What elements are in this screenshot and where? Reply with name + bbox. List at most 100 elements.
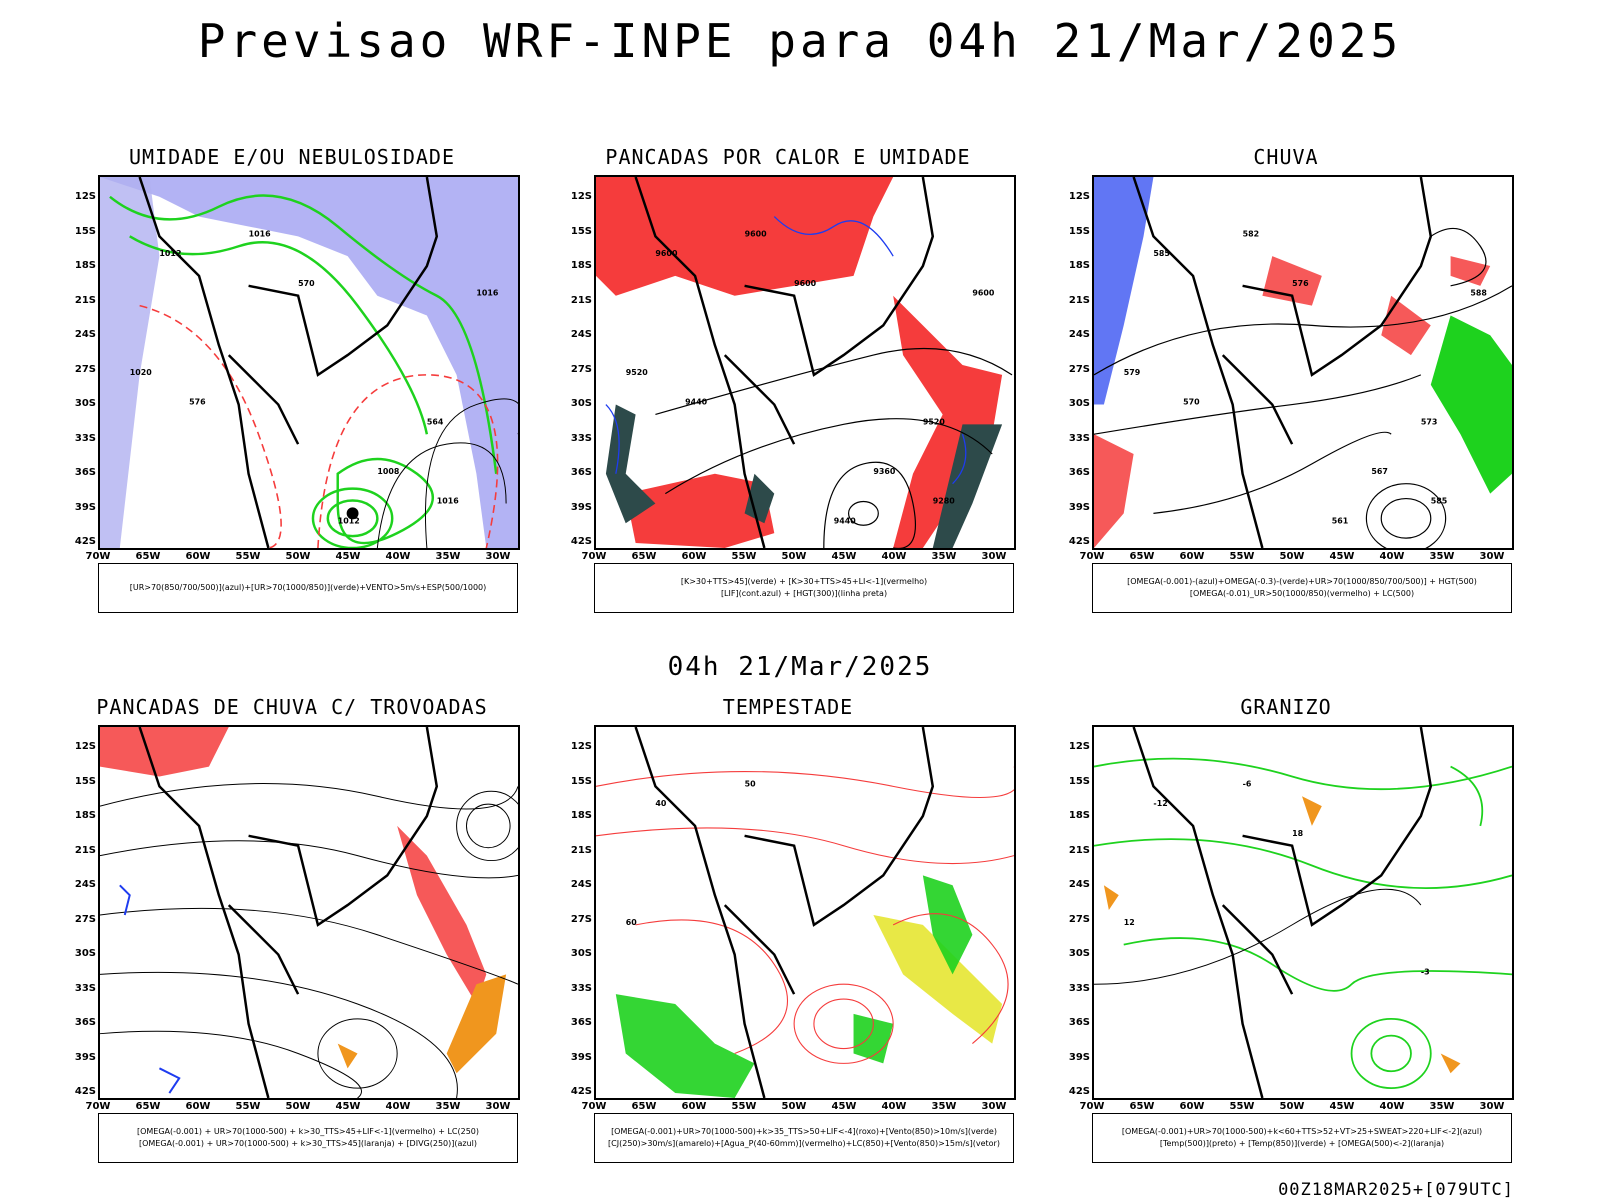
- contour-label: -3: [1421, 967, 1430, 976]
- contour-label: 40: [655, 799, 667, 808]
- longitude-tick: 60W: [185, 551, 211, 562]
- longitude-tick: 40W: [1379, 1101, 1405, 1112]
- latitude-tick: 42S: [74, 1086, 96, 1097]
- latitude-tick: 36S: [1068, 467, 1090, 478]
- legend-line: [OMEGA(-0.001)+UR>70(1000-500)+k<60+TTS>…: [1121, 1127, 1483, 1136]
- latitude-tick: 33S: [74, 982, 96, 994]
- latitude-tick: 42S: [570, 1086, 592, 1097]
- legend-line: [K>30+TTS>45](verde) + [K>30+TTS>45+LI<-…: [680, 577, 928, 586]
- latitude-tick: 24S: [1068, 329, 1090, 340]
- hgt500-isolines: [1094, 227, 1512, 548]
- longitude-tick: 50W: [285, 551, 311, 562]
- latitude-tick: 18S: [570, 810, 592, 821]
- panel-title: TEMPESTADE: [722, 695, 854, 719]
- contour-label: 567: [1371, 467, 1388, 476]
- latitude-tick: 15S: [74, 225, 96, 237]
- panel-title: PANCADAS DE CHUVA C/ TROVOADAS: [96, 695, 488, 719]
- contour-label: 588: [1470, 289, 1487, 298]
- latitude-tick: 39S: [74, 1051, 96, 1063]
- latitude-tick: 36S: [570, 467, 592, 478]
- longitude-tick: 45W: [831, 551, 857, 562]
- latitude-tick: 42S: [1068, 536, 1090, 547]
- longitude-tick: 60W: [185, 1101, 211, 1112]
- contour-label: 1012: [338, 516, 360, 525]
- latitude-tick: 21S: [570, 844, 592, 856]
- red-speckle: [100, 727, 487, 1005]
- latitude-tick: 33S: [74, 432, 96, 444]
- latitude-tick: 39S: [570, 1051, 592, 1063]
- legend-line: [OMEGA(-0.01)_UR>50(1000/850)(vermelho) …: [1189, 589, 1415, 598]
- continent-outline: [138, 727, 439, 1098]
- temp850-green-isotherms: [1094, 757, 1512, 1089]
- red-region-north: [596, 177, 894, 296]
- contour-label: -6: [1243, 779, 1252, 788]
- green-wind-region: [615, 875, 973, 1098]
- continent-outline: [1132, 727, 1433, 1098]
- longitude-tick: 45W: [335, 551, 361, 562]
- latitude-tick: 15S: [74, 775, 96, 787]
- panel-tempestade: TEMPESTADE 40 50 60 [OMEGA(-0.001)+UR>70(1…: [558, 695, 1018, 1195]
- contour-label: 18: [1292, 829, 1304, 838]
- contour-label: 564: [427, 417, 444, 426]
- latitude-tick: 27S: [570, 363, 592, 375]
- latitude-tick: 12S: [1068, 741, 1090, 752]
- latitude-tick: 15S: [570, 225, 592, 237]
- map-pancadas-calor: 9600 9600 9520 9600 9520 9440 9360 9440 9280 9600: [594, 175, 1016, 550]
- latitude-tick: 33S: [1068, 432, 1090, 444]
- panel-title: GRANIZO: [1240, 695, 1332, 719]
- contour-label: 1016: [249, 229, 272, 238]
- latitude-tick: 21S: [74, 294, 96, 306]
- contour-label: 1016: [437, 496, 460, 505]
- blue-speckle-west: [1094, 177, 1154, 405]
- longitude-tick: 35W: [435, 551, 461, 562]
- legend-line: [OMEGA(-0.001)+UR>70(1000-500)+k>35_TTS>…: [611, 1127, 997, 1136]
- longitude-tick: 70W: [85, 1101, 111, 1112]
- latitude-tick: 24S: [74, 329, 96, 340]
- longitude-tick: 30W: [1479, 551, 1505, 562]
- longitude-tick: 30W: [485, 551, 511, 562]
- contour-label: 12: [1124, 918, 1135, 927]
- latitude-tick: 36S: [74, 1017, 96, 1028]
- longitude-tick: 70W: [581, 551, 607, 562]
- legend-line: [OMEGA(-0.001) + UR>70(1000-500) + k>30_…: [138, 1139, 478, 1148]
- longitude-tick: 50W: [285, 1101, 311, 1112]
- latitude-tick: 36S: [570, 1017, 592, 1028]
- longitude-tick: 30W: [485, 1101, 511, 1112]
- map-chuva: 585 582 579 576 573 570 567 561 585 588: [1092, 175, 1514, 550]
- longitude-tick: 40W: [1379, 551, 1405, 562]
- mid-title: 04h 21/Mar/2025: [667, 652, 933, 682]
- humidity-blue-region: [100, 177, 518, 548]
- latitude-tick: 15S: [570, 775, 592, 787]
- latitude-tick: 27S: [570, 913, 592, 925]
- black-isobars: [376, 398, 518, 548]
- latitude-tick: 21S: [1068, 294, 1090, 306]
- temp500-black-isotherms: [1094, 888, 1422, 985]
- run-info: 00Z18MAR2025+[079UTC]: [1278, 1180, 1514, 1200]
- latitude-tick: 21S: [1068, 844, 1090, 856]
- contour-label: 9600: [794, 279, 817, 288]
- latitude-tick: 18S: [74, 810, 96, 821]
- longitude-tick: 55W: [1229, 551, 1255, 562]
- latitude-tick: 18S: [1068, 810, 1090, 821]
- latitude-tick: 30S: [570, 398, 592, 409]
- panel-legend: [OMEGA(-0.001)+UR>70(1000-500)+k<60+TTS>…: [1092, 1113, 1512, 1163]
- longitude-tick: 70W: [581, 1101, 607, 1112]
- longitude-tick: 40W: [385, 551, 411, 562]
- contour-label: 570: [1183, 398, 1200, 407]
- legend-line: [Temp(500)](preto) + [Temp(850)](verde) …: [1159, 1139, 1445, 1148]
- panel-legend: [OMEGA(-0.001) + UR>70(1000-500) + k>30_…: [98, 1113, 518, 1163]
- longitude-tick: 45W: [1329, 551, 1355, 562]
- longitude-tick: 60W: [1179, 551, 1205, 562]
- longitude-tick: 60W: [1179, 1101, 1205, 1112]
- cyclone-center: [346, 507, 359, 520]
- legend-line: [OMEGA(-0.001) + UR>70(1000-500) + k>30_…: [136, 1127, 480, 1136]
- latitude-tick: 12S: [570, 741, 592, 752]
- longitude-tick: 55W: [731, 551, 757, 562]
- panel-legend: [OMEGA(-0.001)-(azul)+OMEGA(-0.3)-(verde…: [1092, 563, 1512, 613]
- latitude-tick: 33S: [1068, 982, 1090, 994]
- panel-title: UMIDADE E/OU NEBULOSIDADE: [128, 145, 456, 169]
- continent-outline: [634, 177, 935, 548]
- longitude-tick: 40W: [881, 551, 907, 562]
- latitude-tick: 27S: [74, 913, 96, 925]
- longitude-tick: 40W: [385, 1101, 411, 1112]
